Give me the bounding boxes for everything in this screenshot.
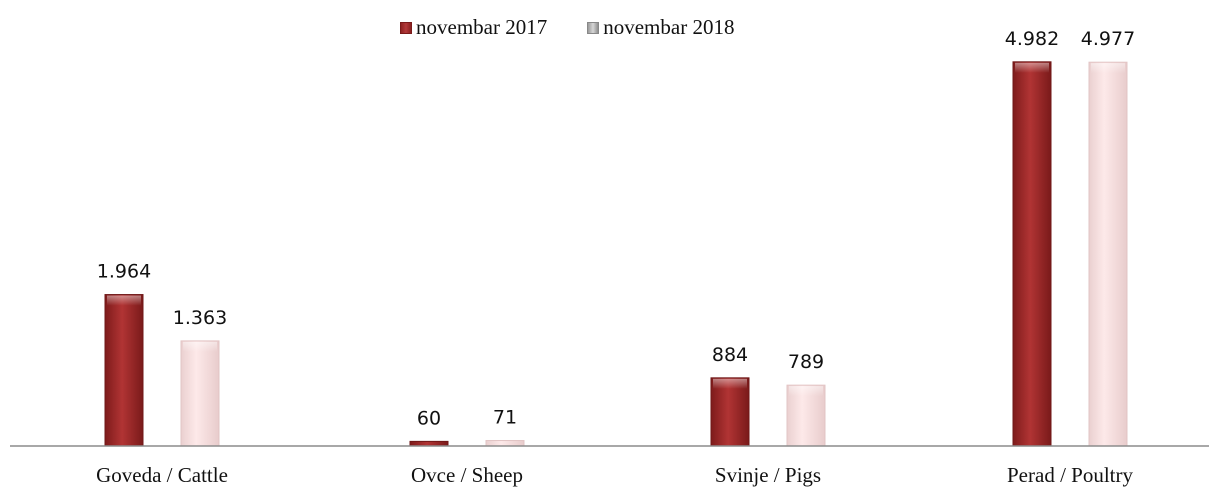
value-label-2-1: 1.363 <box>173 307 227 329</box>
bar-highlight-1-3 <box>713 378 747 389</box>
legend-label-series-2: novembar 2018 <box>603 15 735 39</box>
bar-2-1 <box>180 340 220 447</box>
value-label-1-4: 4.982 <box>1005 28 1059 50</box>
bar-2-4 <box>1088 61 1128 447</box>
bar-highlight-1-1 <box>107 295 141 306</box>
bar-2-2 <box>485 440 525 447</box>
legend-item-series-1: novembar 2017 <box>400 15 547 40</box>
legend-swatch-series-1 <box>400 21 412 34</box>
bar-highlight-2-4 <box>1091 63 1125 74</box>
category-label-3: Svinje / Pigs <box>715 463 821 487</box>
category-label-4: Perad / Poultry <box>1007 463 1133 487</box>
legend-item-series-2: novembar 2018 <box>587 15 734 40</box>
value-label-2-4: 4.977 <box>1081 28 1135 50</box>
x-axis: Goveda / Cattle Ovce / Sheep Svinje / Pigs… <box>10 445 1209 487</box>
value-label-1-3: 884 <box>712 344 748 366</box>
legend-label-series-1: novembar 2017 <box>416 15 548 39</box>
value-label-1-2: 60 <box>417 407 441 429</box>
bar-1-1 <box>104 294 144 447</box>
bars-layer <box>104 61 1128 447</box>
bar-highlight-1-4 <box>1015 62 1049 73</box>
legend-swatch-series-2 <box>587 21 600 34</box>
value-label-2-3: 789 <box>788 351 824 373</box>
value-labels-layer: 1.964 1.363 60 71 884 789 4.982 4.977 <box>97 28 1135 430</box>
bar-highlight-2-3 <box>789 386 823 397</box>
category-label-1: Goveda / Cattle <box>96 463 228 487</box>
value-label-1-1: 1.964 <box>97 261 151 283</box>
value-label-2-2: 71 <box>493 407 517 429</box>
bar-1-3 <box>710 377 750 447</box>
legend: novembar 2017 novembar 2018 <box>400 15 774 40</box>
bar-1-4 <box>1012 61 1052 447</box>
category-label-2: Ovce / Sheep <box>411 463 523 487</box>
bar-highlight-2-1 <box>183 341 217 352</box>
